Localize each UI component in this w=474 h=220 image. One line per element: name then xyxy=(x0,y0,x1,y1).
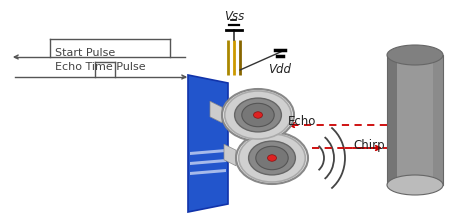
Polygon shape xyxy=(190,169,226,175)
Polygon shape xyxy=(188,75,228,212)
Ellipse shape xyxy=(267,155,276,161)
Ellipse shape xyxy=(248,141,295,175)
Ellipse shape xyxy=(254,112,263,118)
Ellipse shape xyxy=(239,134,305,182)
Ellipse shape xyxy=(222,89,294,141)
Polygon shape xyxy=(190,159,226,165)
Text: Vss: Vss xyxy=(224,10,244,23)
Polygon shape xyxy=(190,149,226,155)
Ellipse shape xyxy=(236,132,308,184)
Bar xyxy=(433,55,443,185)
Text: Echo: Echo xyxy=(288,115,316,128)
Polygon shape xyxy=(224,144,236,166)
Ellipse shape xyxy=(235,98,282,132)
Ellipse shape xyxy=(256,146,288,170)
Text: Vdd: Vdd xyxy=(268,63,292,76)
Text: Start Pulse: Start Pulse xyxy=(55,48,115,58)
Text: Echo Time Pulse: Echo Time Pulse xyxy=(55,62,146,72)
Bar xyxy=(387,55,443,185)
Ellipse shape xyxy=(387,175,443,195)
Bar xyxy=(387,55,397,185)
Polygon shape xyxy=(210,101,222,123)
Ellipse shape xyxy=(242,103,274,127)
Ellipse shape xyxy=(225,91,292,139)
Ellipse shape xyxy=(387,45,443,65)
Text: Chirp: Chirp xyxy=(353,139,384,152)
